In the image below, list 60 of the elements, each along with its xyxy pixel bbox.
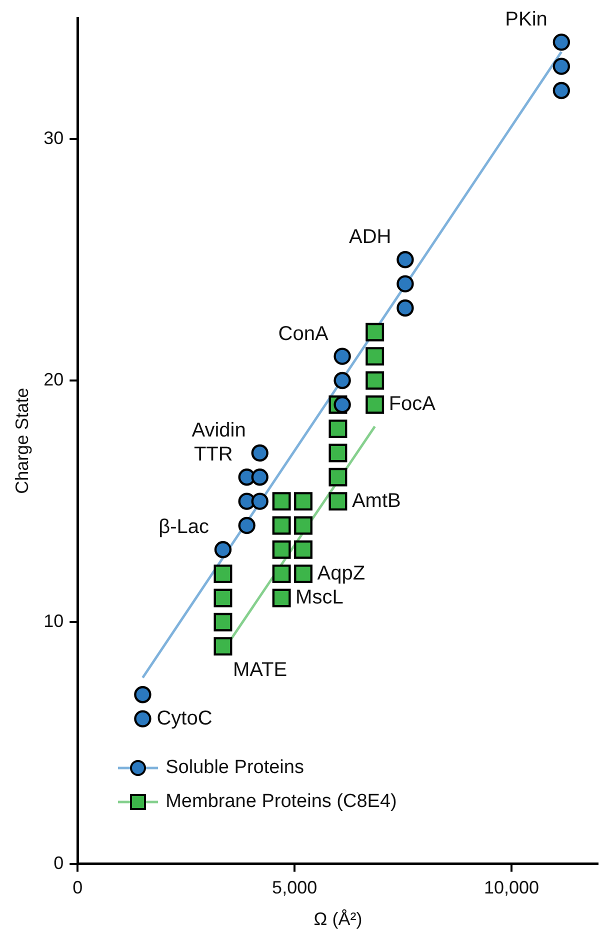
point [272,540,291,559]
x-tick-label: 0 [72,878,83,898]
point [396,275,414,292]
point [294,564,312,584]
point [328,492,348,511]
annotation: TTR [194,444,233,466]
annotation: ConA [278,322,329,345]
point [134,686,152,704]
annotation: AqpZ [317,562,366,584]
point [214,612,232,632]
point [272,588,291,608]
point [238,516,256,534]
point [328,420,348,438]
point [214,541,232,558]
point [366,395,384,414]
legend-label: Membrane Proteins (C8E4) [166,790,397,813]
y-tick-label: 20 [44,369,64,390]
point [366,322,384,342]
y-tick-label: 10 [44,611,64,632]
legend-label: Soluble Proteins [166,756,304,779]
point [134,710,152,728]
point [328,444,348,462]
point [552,34,570,51]
x-tick-label: 10,000 [484,878,540,898]
y-axis-title: Charge State [12,388,32,494]
point [294,540,312,559]
annotation: FocA [388,393,436,416]
point [396,251,414,268]
point [366,371,384,390]
point [272,492,291,511]
y-tick-label: 0 [54,852,64,873]
annotation: PKin [505,8,548,31]
point [251,468,268,486]
y-tick-label: 30 [44,128,64,148]
point [328,468,348,486]
point [214,564,232,584]
x-axis-title: Ω (Å²) [314,909,362,930]
annotation: Avidin [192,420,246,442]
point [214,637,232,656]
point [552,82,570,100]
annotation: MATE [232,658,288,681]
point [552,58,570,75]
point [214,588,232,608]
point [251,444,268,462]
annotation: CytoC [156,707,212,730]
point [334,348,351,365]
point [366,347,384,366]
point [272,564,291,584]
point [334,396,351,414]
point [396,299,414,317]
annotation: β-Lac [158,516,209,538]
point [334,372,351,390]
point [251,492,268,510]
point [272,516,291,535]
annotation: AmtB [352,490,401,512]
x-tick-label: 5,000 [272,878,318,898]
annotation: ADH [348,226,392,248]
point [294,516,312,535]
point [294,492,312,511]
annotation: MscL [296,586,344,608]
